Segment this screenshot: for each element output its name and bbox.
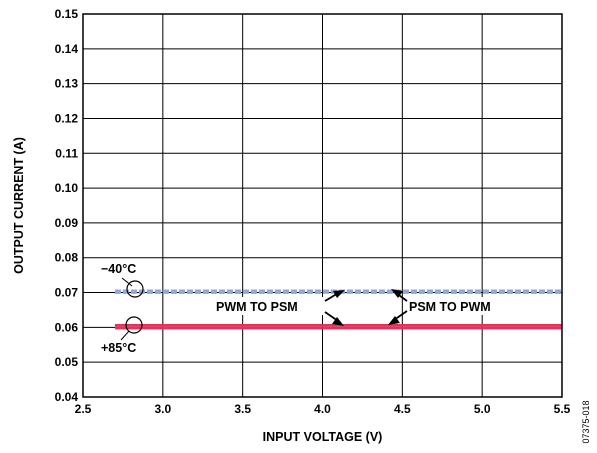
legend-label-minus40: −40°C <box>101 262 136 276</box>
legend-minus40: −40°C <box>101 262 144 298</box>
series-group <box>114 289 562 330</box>
y-tick-label: 0.07 <box>55 286 79 300</box>
legend-label-plus85: +85°C <box>101 341 136 355</box>
arrowhead-pwm-to-psm-down <box>332 317 344 326</box>
annotation-pwm-to-psm: PWM TO PSM <box>212 290 345 326</box>
figure-id: 07375-018 <box>581 400 591 443</box>
legend-plus85: +85°C <box>101 316 143 355</box>
x-tick-label: 4.5 <box>394 402 411 416</box>
arrowhead-psm-to-pwm-down <box>388 316 400 325</box>
plot-frame <box>82 13 563 398</box>
annotation-text-pwm-to-psm: PWM TO PSM <box>216 300 298 314</box>
x-tick-label: 5.5 <box>554 402 571 416</box>
y-axis-title: OUTPUT CURRENT (A) <box>12 137 26 274</box>
y-tick-labels: 0.04 0.05 0.06 0.07 0.08 0.09 0.10 0.11 0.12 0.13… <box>55 7 79 404</box>
y-tick-label: 0.05 <box>55 355 79 369</box>
y-tick-label: 0.04 <box>55 390 79 404</box>
arrowhead-pwm-to-psm-up <box>333 290 345 298</box>
legend-circle-minus40 <box>126 280 144 298</box>
arrowhead-psm-to-pwm-up <box>391 289 403 298</box>
y-tick-label: 0.09 <box>55 216 79 230</box>
y-tick-label: 0.06 <box>55 320 79 334</box>
annotation-bg-psm-to-pwm <box>404 297 520 315</box>
y-tick-label: 0.11 <box>55 146 78 160</box>
legend-leader-plus85 <box>120 330 130 341</box>
y-tick-label: 0.08 <box>55 251 79 265</box>
annotation-bg-pwm-to-psm <box>212 297 324 315</box>
annotation-psm-to-pwm: PSM TO PWM <box>388 289 520 325</box>
annotation-text-psm-to-pwm: PSM TO PWM <box>409 300 491 314</box>
legend-circle-plus85 <box>125 316 143 334</box>
y-tick-label: 0.15 <box>55 7 79 21</box>
y-tick-label: 0.10 <box>55 181 79 195</box>
x-tick-label: 4.0 <box>314 402 331 416</box>
x-tick-label: 3.5 <box>234 402 251 416</box>
x-tick-label: 2.5 <box>75 402 92 416</box>
legend-leader-minus40 <box>121 277 133 287</box>
x-axis-title: INPUT VOLTAGE (V) <box>263 430 383 444</box>
y-tick-label: 0.14 <box>55 42 79 56</box>
grid-lines <box>83 14 562 397</box>
y-tick-label: 0.12 <box>55 111 79 125</box>
x-tick-label: 5.0 <box>474 402 491 416</box>
x-tick-label: 3.0 <box>154 402 171 416</box>
y-tick-label: 0.13 <box>55 77 79 91</box>
x-tick-labels: 2.5 3.0 3.5 4.0 4.5 5.0 5.5 <box>75 402 571 416</box>
